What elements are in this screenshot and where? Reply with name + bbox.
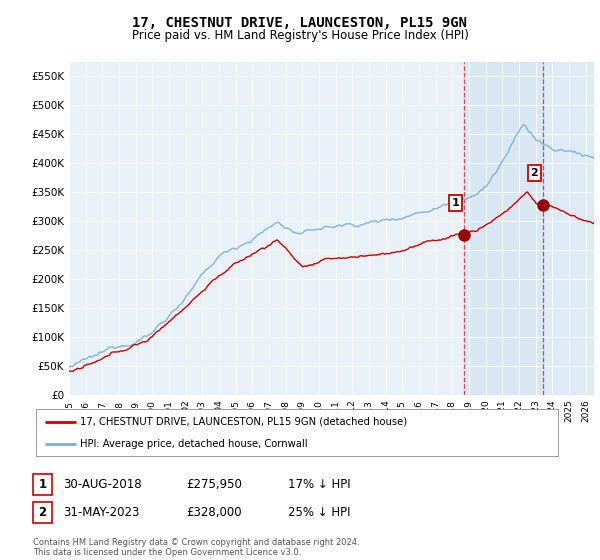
Text: 30-AUG-2018: 30-AUG-2018 [63,478,142,491]
Text: 25% ↓ HPI: 25% ↓ HPI [288,506,350,519]
Text: 2: 2 [530,168,538,178]
Bar [464,62,542,395]
Bar [542,62,594,395]
Text: 2: 2 [38,506,47,519]
Text: 31-MAY-2023: 31-MAY-2023 [63,506,139,519]
Text: 17, CHESTNUT DRIVE, LAUNCESTON, PL15 9GN: 17, CHESTNUT DRIVE, LAUNCESTON, PL15 9GN [133,16,467,30]
Text: 17% ↓ HPI: 17% ↓ HPI [288,478,350,491]
Text: £275,950: £275,950 [186,478,242,491]
Text: HPI: Average price, detached house, Cornwall: HPI: Average price, detached house, Corn… [80,438,308,449]
Text: 17, CHESTNUT DRIVE, LAUNCESTON, PL15 9GN (detached house): 17, CHESTNUT DRIVE, LAUNCESTON, PL15 9GN… [80,417,407,427]
Text: 1: 1 [451,198,459,208]
Text: 1: 1 [38,478,47,491]
Text: £328,000: £328,000 [186,506,242,519]
Text: Contains HM Land Registry data © Crown copyright and database right 2024.
This d: Contains HM Land Registry data © Crown c… [33,538,359,557]
Text: Price paid vs. HM Land Registry's House Price Index (HPI): Price paid vs. HM Land Registry's House … [131,29,469,42]
